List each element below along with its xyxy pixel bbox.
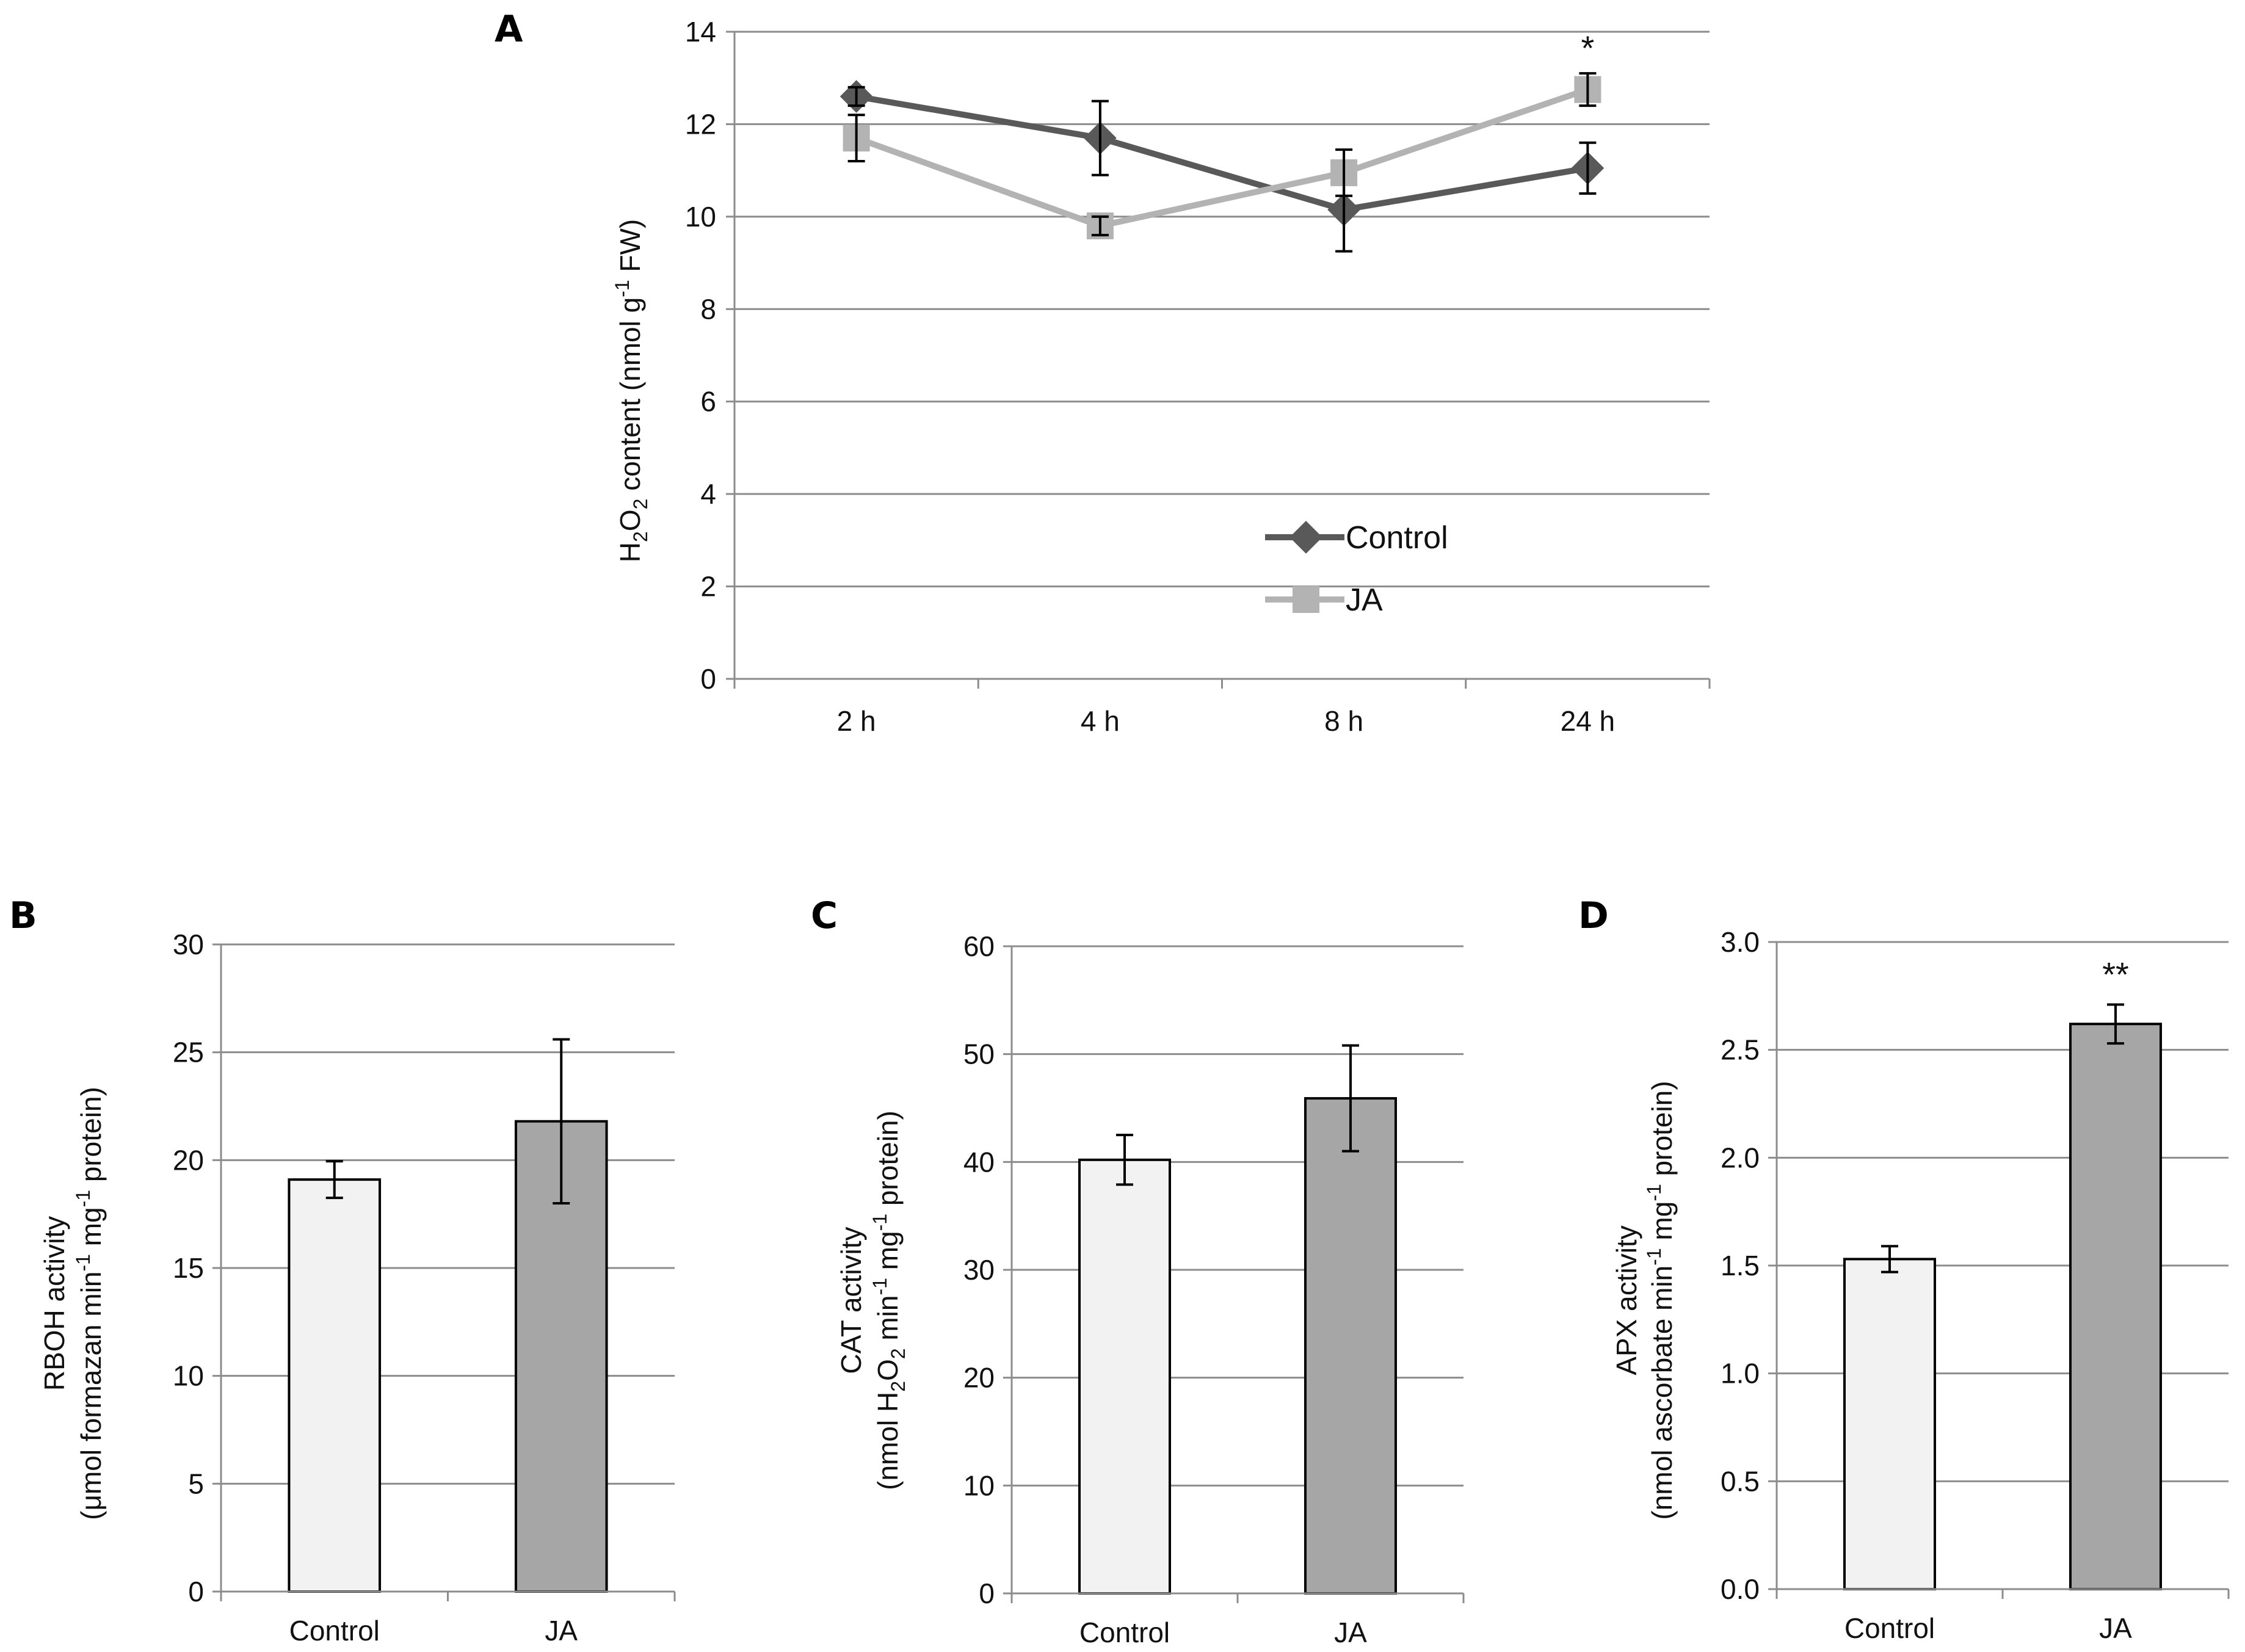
x-tick-label: JA: [2099, 1612, 2132, 1644]
y-tick-label: 15: [173, 1252, 204, 1284]
y-tick-label: 20: [963, 1362, 995, 1394]
x-tick-label: 2 h: [837, 705, 876, 737]
panel-c-bar-chart: C 0 10 20 30 40 50 60 Control JA CAT activity (…: [811, 894, 1465, 1648]
panel-b-y-axis-label-line1: RBOH activity: [38, 1216, 70, 1391]
series-ja: [843, 72, 1601, 239]
panel-d-y-axis-label-line1: APX activity: [1611, 1225, 1642, 1375]
y-tick-label: 0: [979, 1578, 995, 1609]
panel-a-axes: [726, 31, 1711, 689]
y-tick-label: 4: [700, 478, 716, 510]
y-tick-label: 30: [963, 1254, 995, 1286]
bar-control: [1078, 1158, 1171, 1595]
panel-a-label: A: [495, 8, 523, 51]
panel-a-x-tick-labels: 2 h 4 h 8 h 24 h: [837, 705, 1615, 737]
series-line-ja: [855, 86, 1589, 229]
bar-ja: [2069, 1023, 2162, 1591]
panel-b-bars: [288, 1038, 608, 1593]
panel-d-bars: [1843, 1003, 2162, 1591]
y-tick-label: 20: [173, 1144, 204, 1176]
panel-c-y-axis-label-line1: CAT activity: [835, 1226, 867, 1374]
panel-d-y-axis-label-line2: (nmol ascorbate min-1 mg-1 protein): [1643, 1081, 1678, 1520]
y-tick-label: 14: [685, 16, 716, 48]
y-tick-label: 25: [173, 1037, 204, 1068]
bar-ja: [1304, 1097, 1397, 1595]
panel-c-axes: [1003, 945, 1465, 1603]
panel-c-y-axis-label-line2: (nmol H2O2 min-1 mg-1 protein): [869, 1110, 909, 1490]
y-tick-label: 10: [685, 201, 716, 233]
panel-a-series: [840, 72, 1605, 253]
y-tick-label: 10: [963, 1469, 995, 1501]
panel-b-y-axis-label-line2: (μmol formazan min-1 mg-1 protein): [72, 1087, 107, 1520]
y-tick-label: 40: [963, 1146, 995, 1178]
x-tick-label: 24 h: [1561, 705, 1616, 737]
legend-ja-square-marker: [1293, 586, 1319, 613]
panel-d-label: D: [1578, 894, 1609, 937]
panel-d-annotations: **: [2102, 955, 2129, 993]
y-tick-label: 2.5: [1721, 1034, 1760, 1066]
panel-c-bars: [1078, 1044, 1397, 1595]
panel-a-legend: Control JA: [1265, 520, 1448, 618]
y-tick-label: 2.0: [1721, 1142, 1760, 1173]
panel-b-x-tick-labels: Control JA: [289, 1615, 578, 1647]
panel-d-y-tick-labels: 0.0 0.5 1.0 1.5 2.0 2.5 3.0: [1721, 926, 1760, 1605]
bar-control: [288, 1178, 382, 1593]
significance-marker: **: [2102, 955, 2129, 993]
panel-a-annotations: *: [1581, 29, 1594, 67]
y-tick-label: 0.5: [1721, 1465, 1760, 1497]
panel-c-x-tick-labels: Control JA: [1079, 1617, 1367, 1648]
y-tick-label: 2: [700, 571, 716, 603]
panel-d-x-tick-labels: Control JA: [1844, 1612, 2132, 1644]
y-tick-label: 1.5: [1721, 1250, 1760, 1281]
y-tick-label: 60: [963, 930, 995, 962]
legend-ja-label: JA: [1346, 582, 1383, 618]
panel-b-bar-chart: B 0 5 10 15 20 25 30 Control JA RBOH activity (…: [9, 894, 676, 1647]
y-tick-label: 50: [963, 1038, 995, 1070]
panel-a-y-axis-label: H2O2 content (nmol g-1 FW): [611, 219, 651, 563]
y-tick-label: 8: [700, 293, 716, 325]
y-tick-label: 6: [700, 386, 716, 418]
y-tick-label: 3.0: [1721, 926, 1760, 958]
panel-a-gridlines: [734, 31, 1710, 588]
panel-b-y-tick-labels: 0 5 10 15 20 25 30: [173, 929, 204, 1607]
panel-b-label: B: [9, 894, 37, 937]
y-tick-label: 10: [173, 1360, 204, 1392]
y-tick-label: 0: [700, 663, 716, 695]
y-tick-label: 12: [685, 108, 716, 140]
panel-b-axes: [212, 943, 676, 1601]
series-line-control: [855, 93, 1589, 213]
bar-control: [1843, 1258, 1936, 1590]
x-tick-label: 4 h: [1081, 705, 1120, 737]
y-tick-label: 5: [188, 1468, 204, 1499]
significance-marker: *: [1581, 29, 1594, 67]
panel-c-y-tick-labels: 0 10 20 30 40 50 60: [963, 930, 995, 1609]
x-tick-label: 8 h: [1324, 705, 1363, 737]
panel-d-bar-chart: D 0.0 0.5 1.0 1.5 2.0 2.5 3.0 Control JA ** APX…: [1578, 894, 2230, 1644]
series-control: [840, 80, 1605, 253]
panel-c-label: C: [811, 894, 838, 937]
legend-control-diamond-marker: [1289, 521, 1322, 554]
y-tick-label: 1.0: [1721, 1358, 1760, 1389]
x-tick-label: JA: [1334, 1617, 1367, 1648]
y-tick-label: 0.0: [1721, 1573, 1760, 1605]
y-tick-label: 0: [188, 1576, 204, 1607]
panel-d-axes: [1768, 941, 2230, 1599]
y-tick-label: 30: [173, 929, 204, 960]
panel-a-line-chart: A 0 2 4 6 8 10 12 14 2 h 4 h 8 h 24 h * H2O2 conte…: [495, 8, 1711, 737]
x-tick-label: Control: [289, 1615, 380, 1647]
x-tick-label: JA: [545, 1615, 578, 1647]
x-tick-label: Control: [1079, 1617, 1170, 1648]
panel-a-y-tick-labels: 0 2 4 6 8 10 12 14: [685, 16, 716, 695]
x-tick-label: Control: [1844, 1612, 1935, 1644]
legend-control-label: Control: [1346, 520, 1448, 556]
